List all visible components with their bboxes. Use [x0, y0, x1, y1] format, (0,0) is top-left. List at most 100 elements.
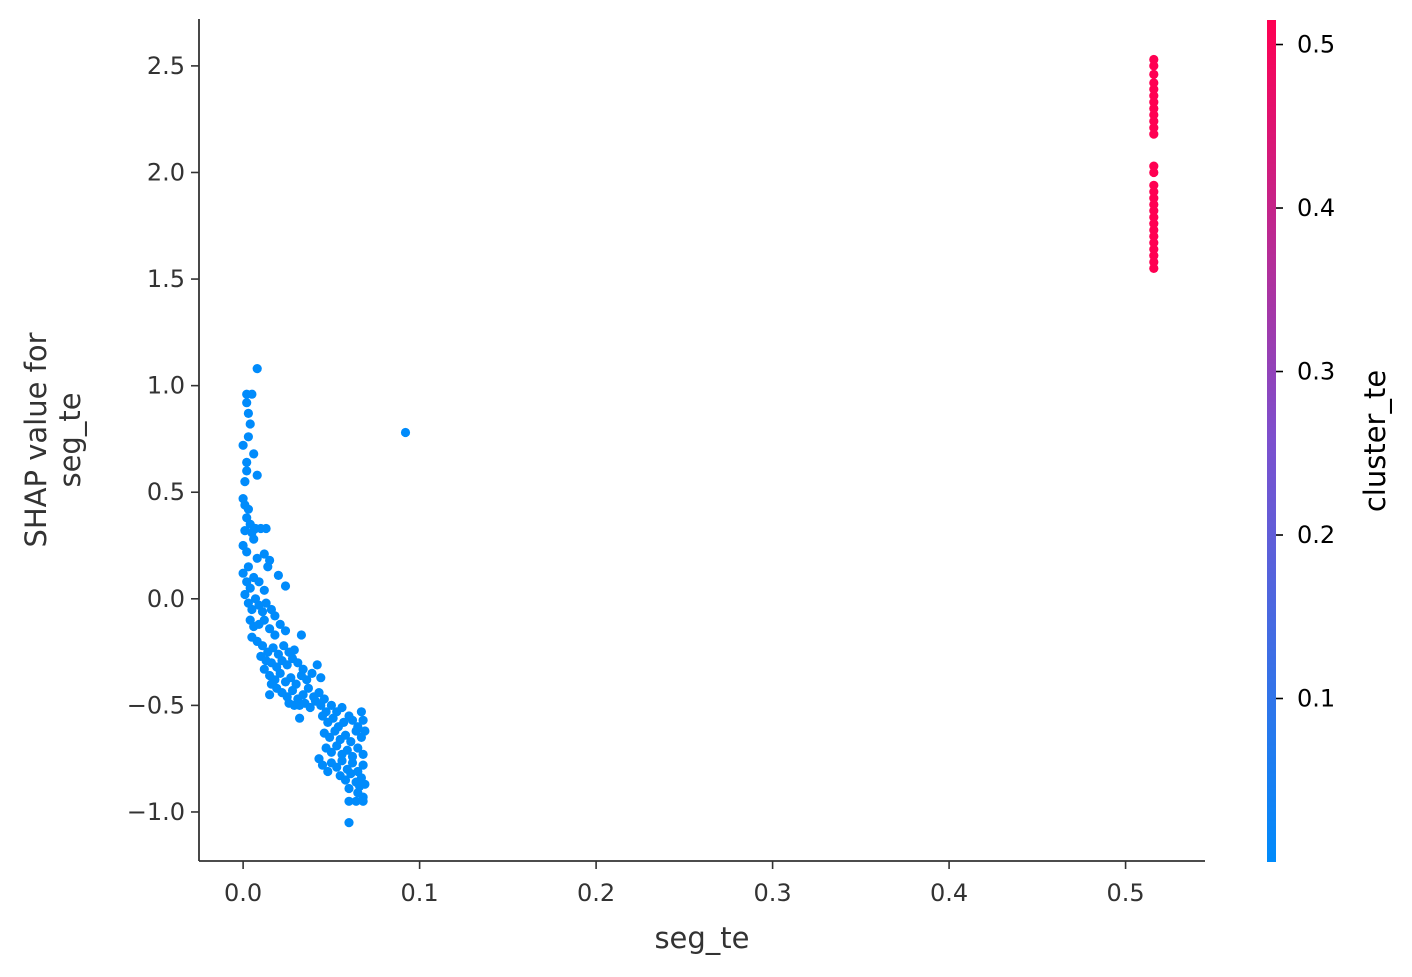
scatter-point — [1149, 161, 1159, 171]
y-tick-label: −0.5 — [127, 691, 185, 719]
scatter-point — [1149, 219, 1159, 229]
scatter-point — [1149, 257, 1159, 267]
scatter-point — [347, 751, 358, 762]
scatter-point — [1149, 238, 1159, 248]
scatter-point — [289, 645, 299, 655]
x-tick-label: 0.4 — [930, 879, 968, 907]
colorbar — [1267, 20, 1276, 862]
scatter-point — [1149, 225, 1159, 235]
scatter-point — [312, 660, 322, 670]
scatter-point — [275, 668, 285, 679]
scatter-point — [323, 766, 333, 777]
scatter-point — [247, 389, 257, 399]
scatter-point — [342, 745, 352, 755]
scatter-point — [282, 660, 292, 670]
scatter-point — [287, 685, 298, 696]
scatter-point — [351, 726, 361, 736]
scatter-point — [1149, 231, 1159, 241]
scatter-point — [344, 796, 354, 806]
x-tick-label: 0.2 — [577, 879, 615, 907]
colorbar-ticks: 0.1 0.2 0.3 0.4 0.5 — [1276, 31, 1335, 713]
scatter-point — [344, 818, 354, 828]
scatter-point — [252, 553, 262, 563]
scatter-point — [263, 562, 273, 572]
scatter-point — [358, 760, 368, 770]
colorbar-tick-label: 0.4 — [1297, 194, 1335, 222]
colorbar-tick-label: 0.3 — [1297, 358, 1335, 386]
scatter-point — [268, 643, 278, 653]
scatter-point — [265, 624, 275, 634]
scatter-point — [314, 688, 324, 698]
scatter-point — [265, 690, 275, 700]
scatter-point — [259, 615, 269, 625]
scatter-point — [317, 711, 328, 721]
scatter-point — [280, 626, 291, 636]
scatter-point — [247, 604, 257, 615]
y-axis-title-line: seg_te — [53, 392, 87, 487]
scatter-point — [245, 419, 255, 429]
scatter-point — [1149, 212, 1159, 222]
scatter-point — [295, 713, 305, 723]
scatter-point — [1149, 103, 1159, 114]
y-tick-label: 0.0 — [147, 585, 185, 613]
scatter-point — [259, 585, 269, 595]
scatter-point — [347, 715, 358, 725]
scatter-point — [302, 675, 312, 685]
scatter-point — [257, 641, 268, 651]
scatter-point — [242, 398, 252, 408]
scatter-point — [1149, 251, 1159, 261]
scatter-point — [305, 702, 315, 713]
scatter-point — [317, 760, 328, 770]
x-ticks: 0.0 0.1 0.2 0.3 0.4 0.5 — [224, 861, 1145, 907]
scatter-point — [326, 700, 336, 711]
scatter-point — [326, 747, 336, 757]
scatter-point — [273, 570, 283, 581]
scatter-point — [298, 690, 308, 700]
y-tick-label: 2.0 — [147, 158, 185, 186]
scatter-point — [270, 630, 280, 640]
scatter-point — [1149, 84, 1159, 94]
colorbar-tick-label: 0.5 — [1297, 31, 1335, 59]
colorbar-tick-label: 0.1 — [1297, 685, 1335, 713]
scatter-point — [238, 568, 248, 578]
scatter-point — [261, 598, 271, 608]
scatter-point — [254, 577, 264, 587]
scatter-point — [400, 427, 411, 438]
scatter-point — [243, 562, 253, 572]
x-axis-title: seg_te — [654, 921, 749, 955]
scatter-point — [275, 619, 285, 630]
scatter-point — [257, 607, 268, 617]
scatter-point — [242, 457, 252, 467]
scatter-point — [1149, 69, 1159, 79]
scatter-point — [1149, 61, 1159, 71]
scatter-point — [358, 796, 368, 806]
scatter-point — [243, 504, 253, 514]
scatter-point — [316, 673, 326, 683]
scatter-point — [242, 547, 252, 557]
scatter-point — [261, 523, 271, 534]
scatter-point — [243, 432, 253, 442]
scatter-point — [353, 743, 363, 753]
scatter-point — [1149, 180, 1159, 190]
scatter-point — [1149, 110, 1159, 120]
scatter-point — [340, 730, 351, 740]
scatter-point — [307, 668, 317, 679]
y-tick-label: 1.5 — [147, 265, 185, 293]
y-tick-label: 2.5 — [147, 52, 185, 80]
scatter-point — [356, 707, 366, 717]
x-tick-label: 0.3 — [754, 879, 792, 907]
scatter-point — [240, 477, 250, 487]
scatter-point — [1149, 54, 1159, 65]
scatter-point — [332, 741, 342, 751]
scatter-point — [351, 796, 361, 806]
y-axis-title-line: SHAP value for — [19, 332, 53, 547]
scatter-point — [346, 769, 356, 779]
x-tick-label: 0.0 — [224, 879, 262, 907]
scatter-point — [346, 737, 356, 747]
scatter-point — [303, 683, 313, 693]
scatter-point — [252, 470, 262, 480]
scatter-point — [332, 762, 342, 772]
scatter-point — [1149, 193, 1159, 203]
scatter-point — [339, 717, 349, 728]
